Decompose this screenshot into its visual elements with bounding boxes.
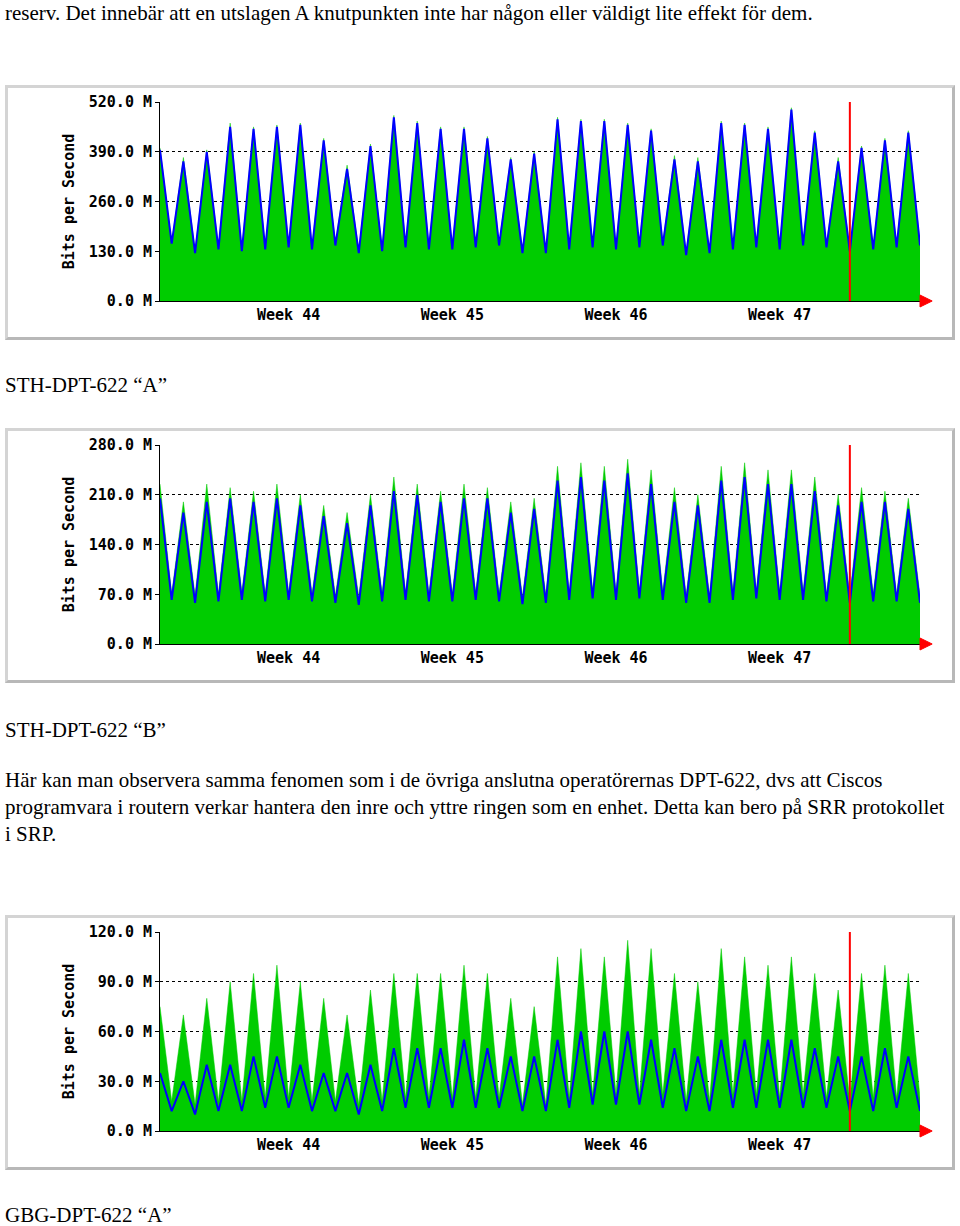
svg-text:390.0 M: 390.0 M (89, 143, 152, 161)
svg-text:Week 44: Week 44 (257, 1136, 320, 1154)
svg-text:120.0 M: 120.0 M (89, 923, 152, 941)
html-text:STH-DPT-622 “A”: STH-DPT-622 “A” (5, 373, 167, 397)
svg-text:90.0 M: 90.0 M (98, 973, 152, 991)
svg-text:Bits per Second: Bits per Second (60, 964, 78, 1099)
svg-text:Week 44: Week 44 (257, 306, 320, 324)
svg-text:520.0 M: 520.0 M (89, 93, 152, 111)
svg-text:Week 46: Week 46 (584, 306, 647, 324)
svg-text:Week 46: Week 46 (584, 649, 647, 667)
svg-text:130.0 M: 130.0 M (89, 243, 152, 261)
svg-text:60.0 M: 60.0 M (98, 1023, 152, 1041)
svg-text:Week 46: Week 46 (584, 1136, 647, 1154)
svg-text:Week 44: Week 44 (257, 649, 320, 667)
svg-text:Week 45: Week 45 (421, 1136, 484, 1154)
svg-text:210.0 M: 210.0 M (89, 486, 152, 504)
html-text:STH-DPT-622 “B”: STH-DPT-622 “B” (5, 718, 166, 742)
svg-text:Bits per Second: Bits per Second (60, 134, 78, 269)
svg-text:Week 45: Week 45 (421, 649, 484, 667)
svg-text:70.0 M: 70.0 M (98, 586, 152, 604)
svg-text:0.0 M: 0.0 M (107, 1122, 152, 1140)
svg-text:Week 47: Week 47 (748, 649, 811, 667)
svg-text:140.0 M: 140.0 M (89, 536, 152, 554)
html-text:GBG-DPT-622 “A”: GBG-DPT-622 “A” (5, 1203, 172, 1226)
html-text:reserv. Det innebär att en uts: reserv. Det innebär att en utslagen A kn… (5, 1, 813, 25)
svg-text:Week 47: Week 47 (748, 1136, 811, 1154)
svg-text:260.0 M: 260.0 M (89, 193, 152, 211)
svg-text:280.0 M: 280.0 M (89, 436, 152, 454)
svg-text:Bits per Second: Bits per Second (60, 477, 78, 612)
svg-text:30.0 M: 30.0 M (98, 1073, 152, 1091)
svg-text:0.0 M: 0.0 M (107, 635, 152, 653)
svg-text:Week 47: Week 47 (748, 306, 811, 324)
svg-text:0.0 M: 0.0 M (107, 292, 152, 310)
html-text:Här kan man observera samma fe: Här kan man observera samma fenomen som … (5, 768, 945, 846)
svg-text:Week 45: Week 45 (421, 306, 484, 324)
